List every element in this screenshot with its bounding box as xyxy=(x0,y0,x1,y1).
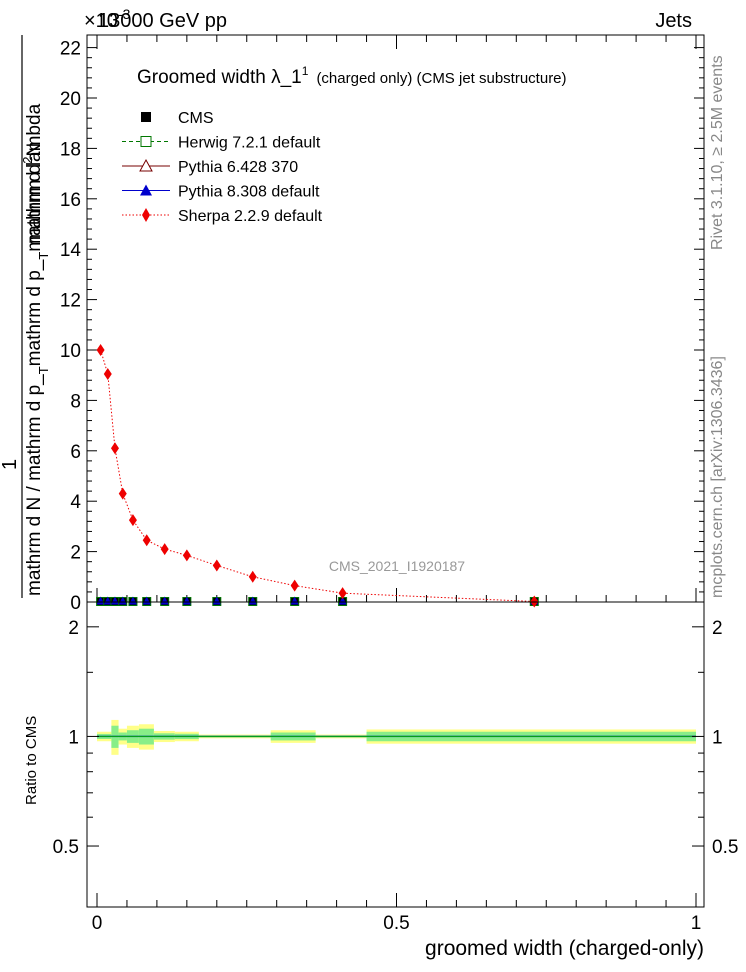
sherpa-point xyxy=(160,543,169,556)
sherpa-point xyxy=(212,559,221,572)
legend-entry: Herwig 7.2.1 default xyxy=(122,135,321,152)
main-y-tick-label: 20 xyxy=(60,89,81,110)
x-tick-label: 0.5 xyxy=(383,913,409,934)
legend-entry: Sherpa 2.2.9 default xyxy=(122,208,323,225)
main-y-tick-label: 4 xyxy=(70,492,81,513)
main-y-tick-label: 16 xyxy=(60,190,81,211)
main-y-tick-label: 12 xyxy=(60,291,81,312)
legend: Groomed width λ_11 (charged only) (CMS je… xyxy=(122,64,567,225)
y-label-one: 1 xyxy=(0,459,21,470)
legend-entry: Pythia 8.308 default xyxy=(122,184,320,201)
legend-marker xyxy=(140,136,152,147)
main-y-tick-label: 2 xyxy=(70,543,81,564)
collision-label: 13000 GeV pp xyxy=(98,10,227,32)
exponent-label: ×10-3 xyxy=(84,6,131,32)
main-y-tick-label: 10 xyxy=(60,341,81,362)
process-label: Jets xyxy=(655,10,692,32)
x-tick-label: 0 xyxy=(92,913,103,934)
main-y-tick-label: 18 xyxy=(60,139,81,160)
ratio-x-ticks: 0 0.5 1 xyxy=(92,893,702,934)
legend-label: CMS xyxy=(178,110,214,127)
ratio-y-ticks: 0.5 0.5 1 1 2 2 xyxy=(53,618,739,858)
y-label-numerator: mathrm d2N xyxy=(20,143,45,244)
sherpa-point xyxy=(338,587,347,600)
main-panel: 0 2 4 6 8 10 12 14 16 18 20 22 CMS_2021_I1920187 xyxy=(60,34,705,614)
legend-title: Groomed width λ_11 (charged only) (CMS je… xyxy=(137,64,567,88)
x-axis-label: groomed width (charged-only) xyxy=(425,937,704,960)
x-tick-label: 1 xyxy=(691,913,702,934)
sherpa-point xyxy=(96,344,105,356)
ratio-bands xyxy=(97,719,696,755)
main-y-tick-label: 14 xyxy=(60,240,82,261)
legend-label: Pythia 8.308 default xyxy=(178,184,320,201)
legend-marker xyxy=(139,158,153,172)
ratio-panel: 0.5 0.51 12 2 0 0.5 1 Ratio to CMS groomed wi… xyxy=(23,601,739,960)
ratio-y-tick-label: 0.5 xyxy=(53,837,79,858)
sherpa-point xyxy=(103,367,112,380)
y-label-denominator: mathrm d N / mathrm d p_Tmathrm d p_Tmat… xyxy=(24,103,51,596)
sherpa-point xyxy=(182,549,191,562)
legend-entry: CMS xyxy=(141,110,214,127)
analysis-watermark: CMS_2021_I1920187 xyxy=(329,558,465,574)
legend-label: Sherpa 2.2.9 default xyxy=(178,208,323,225)
sherpa-point xyxy=(110,442,119,455)
ratio-plot-frame xyxy=(86,601,705,908)
mcplots-label: mcplots.cern.ch [arXiv:1306.3436] xyxy=(709,356,726,598)
ratio-y-tick-label: 2 xyxy=(68,618,79,639)
legend-marker xyxy=(142,208,150,222)
legend-entries: CMS Herwig 7.2.1 default Pythia 6.428 370 P… xyxy=(122,110,323,225)
ratio-y-tick-label-right: 0.5 xyxy=(712,837,738,858)
main-y-tick-label: 22 xyxy=(60,39,81,60)
main-y-axis-label: mathrm d2N 1 mathrm d N / mathrm d p_Tma… xyxy=(0,35,51,598)
legend-label: Pythia 6.428 370 xyxy=(178,159,298,176)
sherpa-point xyxy=(142,534,151,547)
ratio-y-tick-label-right: 2 xyxy=(712,618,723,639)
ratio-y-tick-label-right: 1 xyxy=(712,727,723,748)
main-y-tick-label: 6 xyxy=(70,442,81,463)
main-data-marks xyxy=(96,344,539,608)
sherpa-line xyxy=(100,349,535,602)
sherpa-point xyxy=(128,514,137,527)
legend-label: Herwig 7.2.1 default xyxy=(178,135,321,152)
main-y-ticks: 0 2 4 6 8 10 12 14 16 18 20 22 xyxy=(60,39,704,614)
sherpa-point xyxy=(118,487,127,500)
sherpa-point xyxy=(248,570,257,583)
rivet-label: Rivet 3.1.10, ≥ 2.5M events xyxy=(709,55,726,250)
sherpa-point xyxy=(290,579,299,592)
ratio-y-tick-label: 1 xyxy=(68,727,79,748)
legend-marker xyxy=(140,184,152,196)
sherpa-point xyxy=(530,595,539,608)
legend-entry: Pythia 6.428 370 xyxy=(122,158,298,176)
legend-marker xyxy=(141,112,151,122)
ratio-y-label: Ratio to CMS xyxy=(23,716,40,805)
main-y-tick-label: 0 xyxy=(70,593,81,614)
main-y-tick-label: 8 xyxy=(70,391,81,412)
